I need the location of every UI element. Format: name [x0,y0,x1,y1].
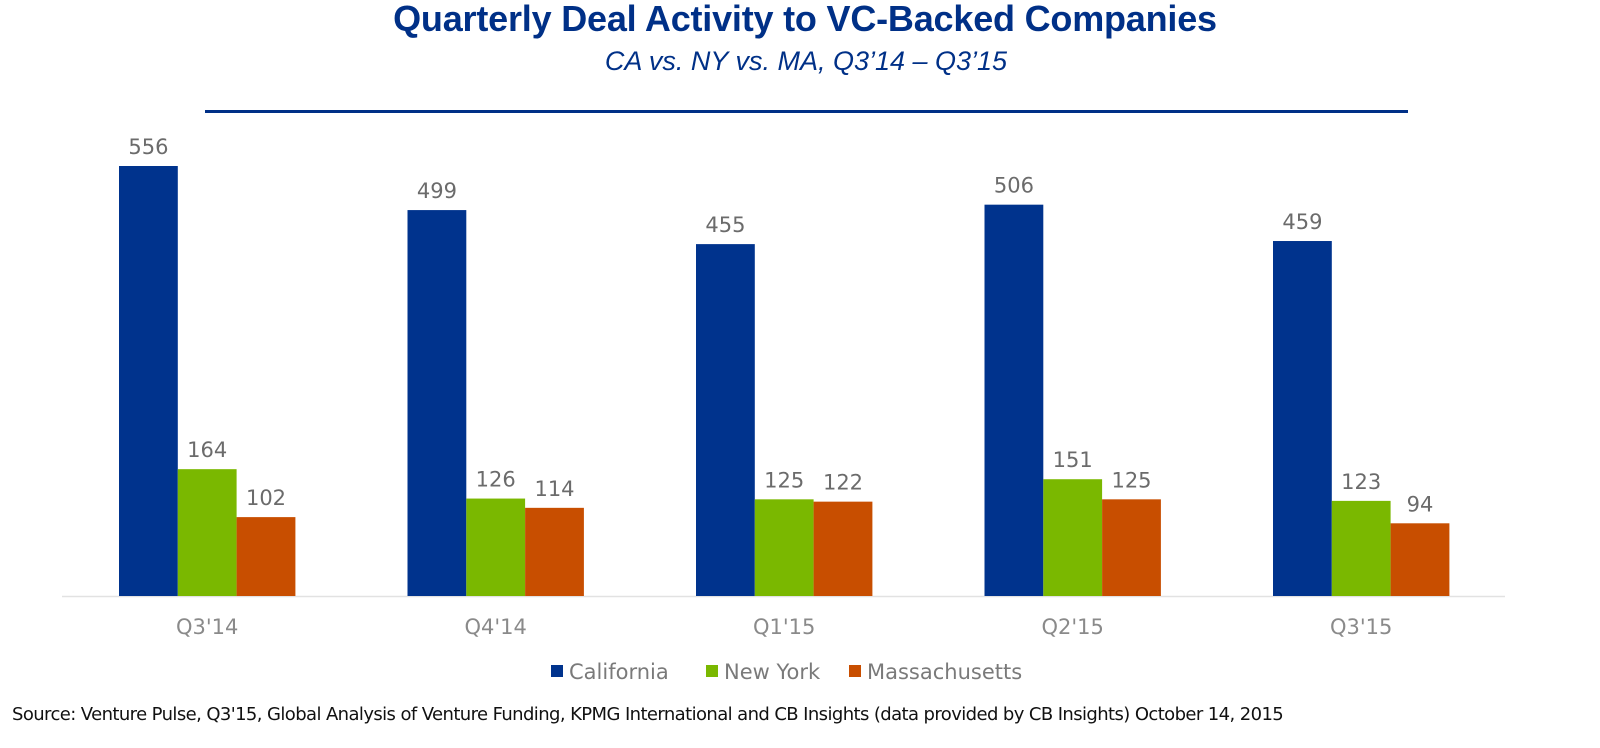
legend: California New York Massachusetts [551,660,1022,684]
bar-new-york [754,499,814,596]
title-divider [205,110,1408,113]
legend-swatch-new-york [706,665,718,677]
bar-new-york [466,498,526,596]
legend-label-new-york: New York [724,660,821,684]
data-label-california: 499 [417,179,457,203]
bar-california [407,210,467,596]
bar-california [119,166,178,596]
x-tick-label: Q4'14 [465,615,527,639]
bar-new-york [177,469,237,596]
bar-california [696,244,755,596]
bar-massachusetts [1390,523,1450,596]
data-label-new-york: 125 [764,468,804,492]
legend-swatch-california [551,665,563,677]
data-label-california: 556 [128,135,168,159]
chart-subtitle: CA vs. NY vs. MA, Q3’14 – Q3’15 [604,46,1008,76]
data-label-massachusetts: 122 [823,471,863,495]
data-label-massachusetts: 114 [534,477,574,501]
bar-massachusetts [813,501,873,596]
x-tick-label: Q1'15 [753,615,815,639]
bar-massachusetts [1102,499,1161,596]
data-label-new-york: 123 [1341,470,1381,494]
data-label-massachusetts: 102 [246,486,286,510]
bar-california [984,204,1044,596]
legend-label-california: California [569,660,669,684]
bar-chart: 556 164 102 499 126 114 455 125 122 506 151 125 459 1… [62,135,1505,684]
bar-massachusetts [525,507,584,596]
data-label-new-york: 151 [1053,448,1093,472]
chart-title: Quarterly Deal Activity to VC-Backed Com… [393,0,1217,39]
bar-california [1273,241,1332,596]
legend-swatch-massachusetts [849,665,861,677]
data-label-massachusetts: 94 [1407,492,1434,516]
bar-new-york [1043,479,1103,596]
bar-new-york [1331,500,1391,596]
x-tick-label: Q2'15 [1042,615,1104,639]
x-tick-labels-group: Q3'14 Q4'14 Q1'15 Q2'15 Q3'15 [176,615,1392,639]
source-note: Source: Venture Pulse, Q3'15, Global Ana… [12,704,1284,725]
x-tick-label: Q3'14 [176,615,238,639]
bars-group [119,166,1450,596]
data-label-new-york: 126 [476,468,516,492]
data-label-california: 455 [705,213,745,237]
data-label-new-york: 164 [187,438,227,462]
data-label-california: 506 [994,174,1034,198]
legend-label-massachusetts: Massachusetts [867,660,1022,684]
data-labels-group: 556 164 102 499 126 114 455 125 122 506 151 125 459 1… [128,135,1433,516]
data-label-massachusetts: 125 [1111,468,1151,492]
bar-massachusetts [236,517,296,596]
data-label-california: 459 [1282,210,1322,234]
x-tick-label: Q3'15 [1330,615,1392,639]
